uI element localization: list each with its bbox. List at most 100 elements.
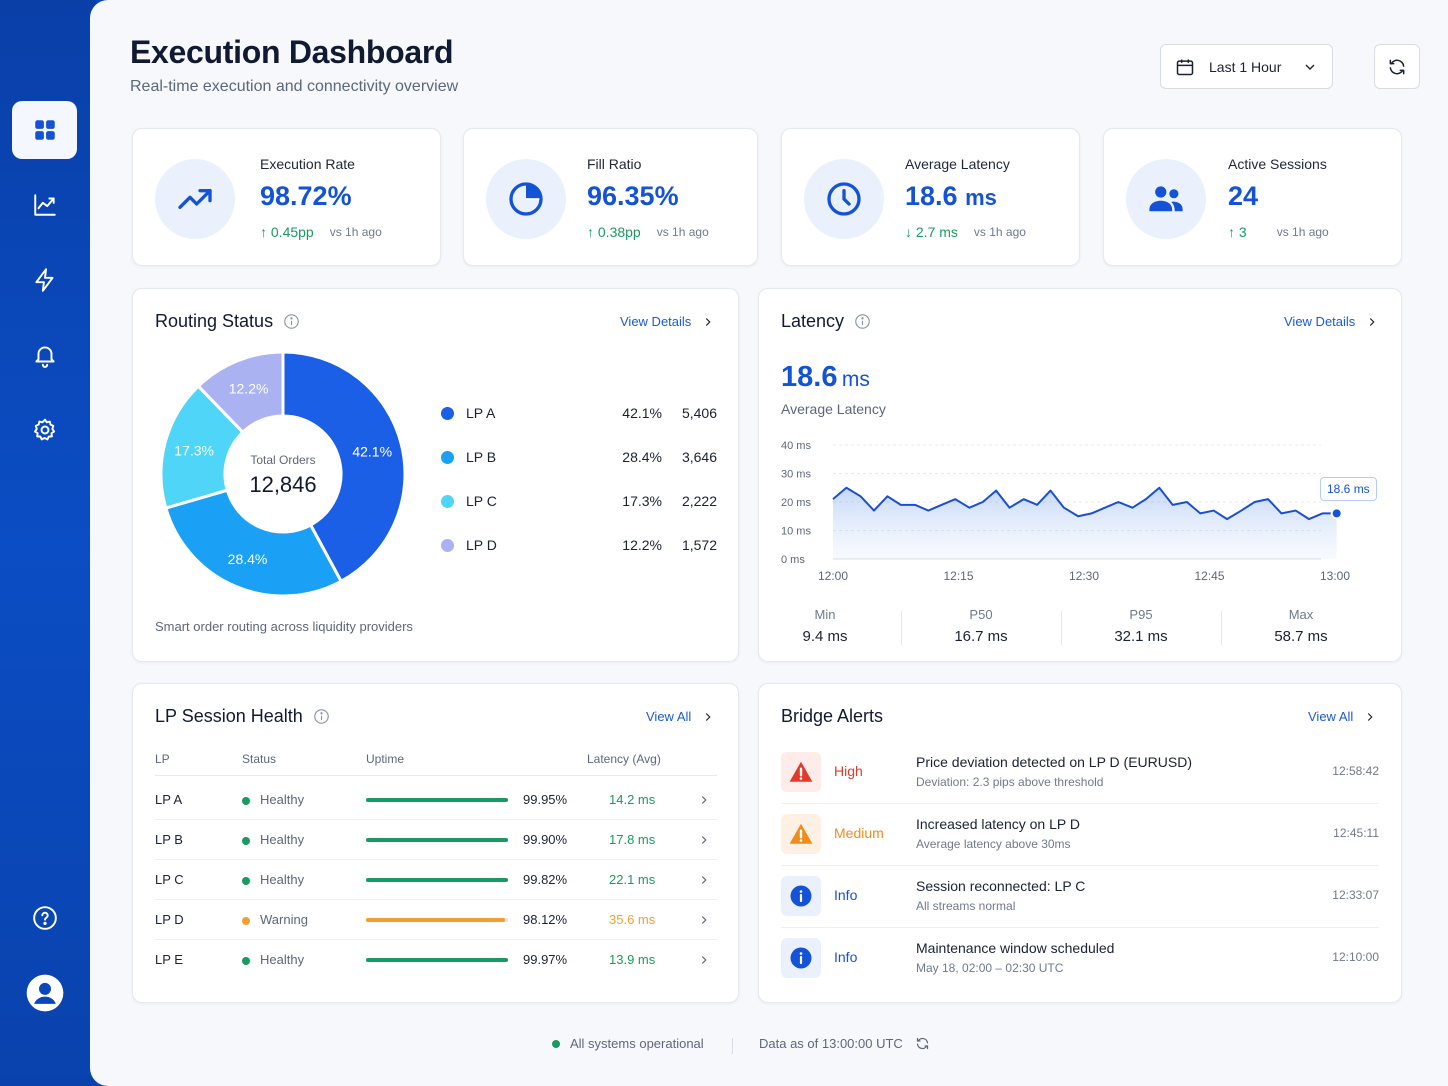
latency-value: 18.6 ms [781,361,870,393]
lp-name: LP C [155,872,184,887]
users-icon [1149,186,1183,212]
stat-p50: P50 16.7 ms [954,607,1008,645]
kpi-label: Active Sessions [1228,156,1327,172]
donut-slice-label: 42.1% [352,443,392,459]
info-icon[interactable] [313,708,330,725]
table-row[interactable]: LP A Healthy 99.95% 14.2 ms [155,780,717,820]
nav-help[interactable] [12,889,77,947]
alert-item[interactable]: Info Maintenance window scheduled May 18, … [781,928,1379,990]
chevron-down-icon [1305,64,1315,70]
uptime-bar [366,878,508,882]
kpi-card-execution-rate: Execution Rate 98.72% ↑ 0.45pp vs 1h ago [132,128,441,266]
alert-detail: Deviation: 2.3 pips above threshold [916,775,1104,789]
donut-slice-lp-c[interactable] [159,384,245,510]
donut-center-label: Total Orders [250,453,316,467]
view-details-link[interactable]: View Details [620,314,715,329]
page-subtitle: Real-time execution and connectivity ove… [130,78,459,95]
latency-label: Average Latency [781,401,886,417]
chevron-right-icon [701,916,707,924]
donut-center-value: 12,846 [249,472,317,497]
stat-min: Min 9.4 ms [802,607,848,645]
kpi-delta: ↑ 3 vs 1h ago [1228,224,1329,240]
alert-severity: High [834,763,863,779]
donut-slice-lp-d[interactable] [196,350,285,435]
info-icon[interactable] [854,313,871,330]
latency-value: 14.2 ms [609,792,656,807]
x-tick-label: 12:15 [943,569,973,583]
status-cell: Healthy [242,952,304,967]
nav-execution[interactable] [12,251,77,309]
alert-title: Price deviation detected on LP D (EURUSD… [916,754,1192,770]
arrow-up-icon: ↑ [587,224,594,240]
donut-slice-lp-a[interactable] [281,350,407,584]
card-title: Latency [781,311,871,332]
lp-name: LP E [155,952,183,967]
lp-name: LP B [155,832,183,847]
x-tick-label: 12:00 [818,569,848,583]
latency-value: 35.6 ms [609,912,656,927]
status-cell: Healthy [242,872,304,887]
status-dot [242,836,250,845]
kpi-label: Fill Ratio [587,156,642,172]
uptime-bar [366,918,508,922]
nav-profile[interactable] [12,964,77,1022]
nav-analytics[interactable] [12,176,77,234]
lp-name: LP D [155,912,184,927]
dashboard-grid-icon [34,120,55,140]
alert-item[interactable]: Info Session reconnected: LP C All streams… [781,866,1379,928]
uptime-value: 99.95% [523,792,568,807]
calendar-icon [1176,59,1194,75]
alert-item[interactable]: High Price deviation detected on LP D (EU… [781,742,1379,804]
alert-time: 12:45:11 [1333,826,1379,840]
routing-footnote: Smart order routing across liquidity pro… [155,619,413,634]
kpi-card-average-latency: Average Latency 18.6 ms ↓ 2.7 ms vs 1h a… [781,128,1080,266]
latency-value: 22.1 ms [609,872,656,887]
card-title: LP Session Health [155,706,330,727]
pie-chart-icon [509,182,543,216]
view-all-link[interactable]: View All [646,709,715,724]
nav-alerts[interactable] [12,326,77,384]
refresh-button[interactable] [1374,44,1420,89]
donut-slice-label: 28.4% [228,551,268,567]
uptime-bar [366,838,508,842]
page-title: Execution Dashboard [130,34,454,70]
arrow-up-icon: ↑ [1228,224,1235,240]
status-cell: Healthy [242,792,304,807]
kpi-delta: ↓ 2.7 ms vs 1h ago [905,224,1026,240]
donut-slice-lp-b[interactable] [163,488,344,598]
card-title: Bridge Alerts [781,706,884,726]
uptime-bar [366,798,508,802]
trend-up-icon [178,189,212,209]
table-row[interactable]: LP C Healthy 99.82% 22.1 ms [155,860,717,900]
latency-current-point[interactable] [1330,507,1343,520]
table-row[interactable]: LP D Warning 98.12% 35.6 ms [155,900,717,940]
info-icon[interactable] [283,313,300,330]
kpi-delta: ↑ 0.38pp vs 1h ago [587,224,709,240]
view-all-link[interactable]: View All [1308,709,1377,724]
nav-settings[interactable] [12,401,77,459]
chevron-right-icon [1368,712,1373,721]
table-row[interactable]: LP E Healthy 99.97% 13.9 ms [155,940,717,980]
refresh-icon[interactable] [915,1036,930,1051]
time-range-label: Last 1 Hour [1209,58,1282,75]
legend-dot [441,538,454,552]
chevron-right-icon [701,956,707,964]
stat-max: Max 58.7 ms [1274,607,1328,645]
time-range-select[interactable]: Last 1 Hour [1160,44,1333,89]
alert-time: 12:58:42 [1332,764,1379,778]
kpi-card-fill-ratio: Fill Ratio 96.35% ↑ 0.38pp vs 1h ago [463,128,758,266]
legend-row-lp-d: LP D 12.2% 1,572 [441,535,717,555]
nav-dashboard[interactable] [12,101,77,159]
table-row[interactable]: LP B Healthy 99.90% 17.8 ms [155,820,717,860]
kpi-label: Execution Rate [260,156,355,172]
kpi-label: Average Latency [905,156,1010,172]
status-dot [242,876,250,885]
view-details-link[interactable]: View Details [1284,314,1379,329]
user-avatar-icon [26,974,63,1012]
alert-item[interactable]: Medium Increased latency on LP D Average l… [781,804,1379,866]
donut-slice-label: 17.3% [174,442,214,458]
system-status: All systems operational [552,1036,704,1051]
latency-area [833,487,1337,559]
donut-slice-label: 12.2% [229,381,269,397]
latency-value: 13.9 ms [609,952,656,967]
